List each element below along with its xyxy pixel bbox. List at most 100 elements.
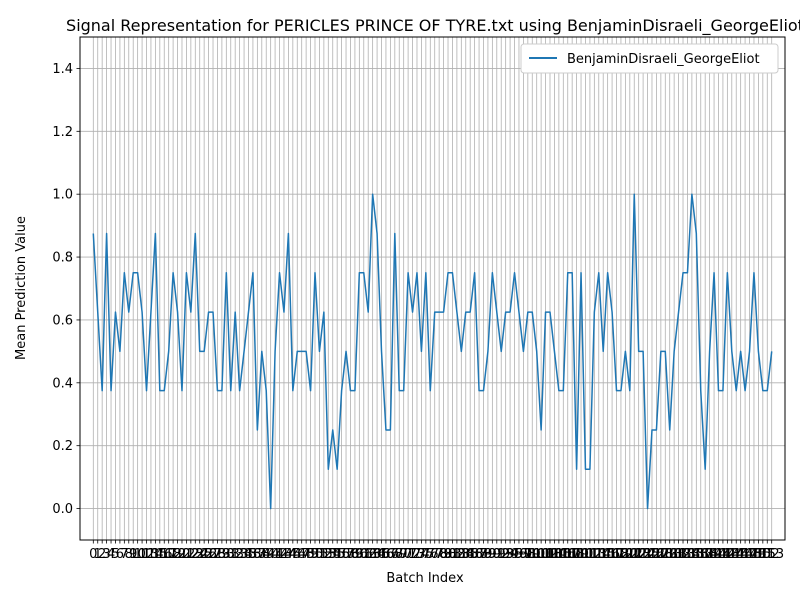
x-tick-label: 153 bbox=[759, 547, 784, 562]
x-tick-label: 128 bbox=[648, 547, 673, 562]
x-tick-label: 5 bbox=[111, 547, 119, 562]
x-tick-label: 12 bbox=[138, 547, 155, 562]
x-tick-label: 108 bbox=[560, 547, 585, 562]
x-tick-label: 117 bbox=[600, 547, 625, 562]
x-tick-label: 46 bbox=[289, 547, 306, 562]
x-tick-label: 20 bbox=[174, 547, 191, 562]
x-tick-label: 55 bbox=[329, 547, 346, 562]
x-tick-label: 19 bbox=[169, 547, 186, 562]
x-tick-label: 36 bbox=[245, 547, 262, 562]
x-tick-label: 13 bbox=[143, 547, 160, 562]
x-tick-label: 28 bbox=[209, 547, 226, 562]
x-tick-label: 137 bbox=[688, 547, 713, 562]
x-tick-label: 38 bbox=[254, 547, 271, 562]
x-tick-label: 59 bbox=[347, 547, 364, 562]
x-tick-label: 42 bbox=[271, 547, 288, 562]
x-tick-label: 125 bbox=[635, 547, 660, 562]
x-tick-label: 115 bbox=[591, 547, 616, 562]
x-tick-label: 77 bbox=[426, 547, 443, 562]
x-tick-label: 78 bbox=[431, 547, 448, 562]
y-tick-label: 1.0 bbox=[52, 188, 73, 203]
x-tick-label: 61 bbox=[355, 547, 372, 562]
x-tick-label: 14 bbox=[147, 547, 164, 562]
x-tick-label: 120 bbox=[613, 547, 638, 562]
x-tick-label: 119 bbox=[609, 547, 634, 562]
x-tick-label: 98 bbox=[520, 547, 537, 562]
x-tick-label: 122 bbox=[622, 547, 647, 562]
x-tick-label: 103 bbox=[538, 547, 563, 562]
x-tick-label: 146 bbox=[728, 547, 753, 562]
x-tick-label: 35 bbox=[240, 547, 257, 562]
x-tick-label: 85 bbox=[462, 547, 479, 562]
x-tick-label: 87 bbox=[471, 547, 488, 562]
x-tick-label: 130 bbox=[657, 547, 682, 562]
x-tick-label: 72 bbox=[404, 547, 421, 562]
x-tick-label: 124 bbox=[631, 547, 656, 562]
x-tick-label: 41 bbox=[267, 547, 284, 562]
x-tick-label: 93 bbox=[497, 547, 514, 562]
x-tick-label: 152 bbox=[755, 547, 780, 562]
x-tick-label: 53 bbox=[320, 547, 337, 562]
x-tick-label: 37 bbox=[249, 547, 266, 562]
x-tick-label: 92 bbox=[493, 547, 510, 562]
x-tick-label: 6 bbox=[116, 547, 124, 562]
x-tick-label: 24 bbox=[191, 547, 208, 562]
x-tick-label: 110 bbox=[569, 547, 594, 562]
x-tick-label: 51 bbox=[311, 547, 328, 562]
x-tick-label: 100 bbox=[524, 547, 549, 562]
x-tick-label: 21 bbox=[178, 547, 195, 562]
x-tick-label: 116 bbox=[595, 547, 620, 562]
x-tick-label: 102 bbox=[533, 547, 558, 562]
x-tick-label: 150 bbox=[746, 547, 771, 562]
x-tick-label: 32 bbox=[227, 547, 244, 562]
x-tick-label: 16 bbox=[156, 547, 173, 562]
x-tick-label: 18 bbox=[165, 547, 182, 562]
x-tick-label: 9 bbox=[129, 547, 137, 562]
series-layer bbox=[92, 193, 773, 510]
x-tick-label: 134 bbox=[675, 547, 700, 562]
y-tick-label: 0.4 bbox=[52, 376, 73, 391]
x-tick-label: 47 bbox=[293, 547, 310, 562]
x-tick-label: 84 bbox=[457, 547, 474, 562]
x-tick-label: 64 bbox=[369, 547, 386, 562]
x-tick-label: 27 bbox=[205, 547, 222, 562]
x-tick-label: 127 bbox=[644, 547, 669, 562]
x-tick-label: 121 bbox=[617, 547, 642, 562]
x-tick-label: 88 bbox=[475, 547, 492, 562]
legend: BenjaminDisraeli_GeorgeEliot bbox=[520, 43, 779, 74]
x-tick-label: 34 bbox=[236, 547, 253, 562]
x-tick-label: 33 bbox=[231, 547, 248, 562]
x-tick-label: 105 bbox=[546, 547, 571, 562]
x-tick-label: 66 bbox=[378, 547, 395, 562]
x-tick-label: 89 bbox=[480, 547, 497, 562]
x-tick-label: 0 bbox=[89, 547, 97, 562]
x-tick-layer: 0123456789101112131415161718192021222324… bbox=[89, 540, 784, 562]
x-tick-label: 82 bbox=[449, 547, 466, 562]
x-tick-label: 112 bbox=[577, 547, 602, 562]
x-tick-label: 131 bbox=[662, 547, 687, 562]
x-tick-label: 136 bbox=[684, 547, 709, 562]
x-tick-label: 10 bbox=[129, 547, 146, 562]
x-tick-label: 29 bbox=[214, 547, 231, 562]
x-tick-label: 109 bbox=[564, 547, 589, 562]
x-tick-label: 76 bbox=[422, 547, 439, 562]
x-tick-label: 54 bbox=[324, 547, 341, 562]
x-tick-label: 69 bbox=[391, 547, 408, 562]
x-tick-label: 140 bbox=[702, 547, 727, 562]
x-tick-label: 114 bbox=[586, 547, 611, 562]
x-tick-label: 132 bbox=[666, 547, 691, 562]
plot-frame bbox=[79, 36, 786, 541]
x-tick-label: 62 bbox=[360, 547, 377, 562]
x-tick-label: 106 bbox=[551, 547, 576, 562]
y-tick-layer: 0.0 0.2 0.4 0.6 0.8 1.0 1.2 1.4 bbox=[52, 62, 80, 517]
x-tick-label: 44 bbox=[280, 547, 297, 562]
x-tick-label: 133 bbox=[671, 547, 696, 562]
x-tick-label: 135 bbox=[679, 547, 704, 562]
x-tick-label: 30 bbox=[218, 547, 235, 562]
x-tick-label: 3 bbox=[102, 547, 110, 562]
x-tick-label: 113 bbox=[582, 547, 607, 562]
x-tick-label: 7 bbox=[120, 547, 128, 562]
x-tick-label: 45 bbox=[285, 547, 302, 562]
x-tick-label: 147 bbox=[733, 547, 758, 562]
y-tick-label: 0.8 bbox=[52, 251, 73, 266]
